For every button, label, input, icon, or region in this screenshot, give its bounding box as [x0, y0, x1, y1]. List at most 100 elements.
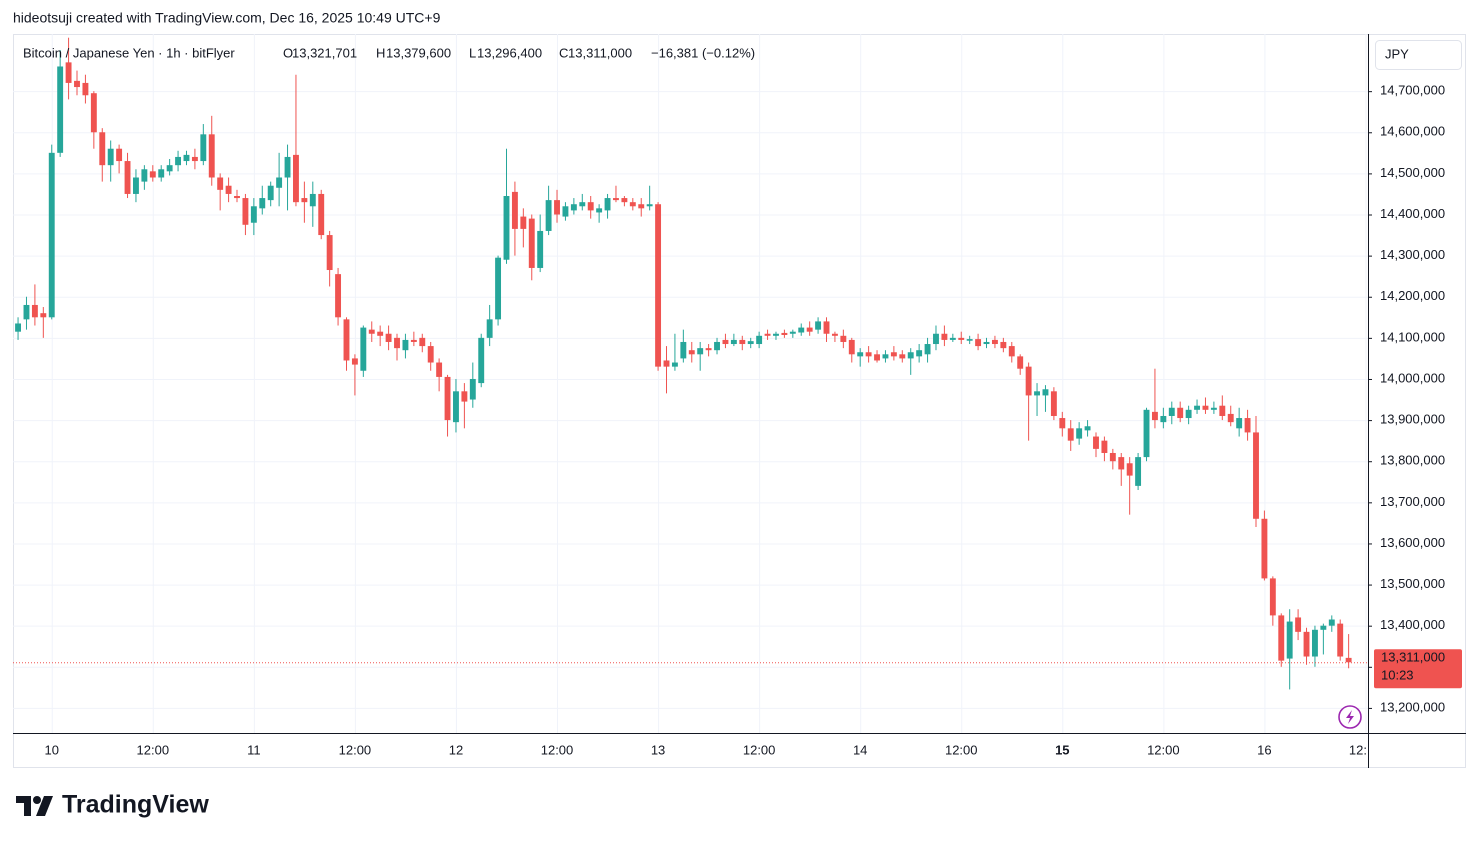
candle-body: [1328, 619, 1335, 626]
candle-body: [1261, 518, 1268, 579]
x-tick-label: 12:00: [339, 742, 372, 757]
candle-body: [646, 204, 653, 207]
y-tick-label: 14,100,000: [1380, 329, 1445, 344]
candle-body: [865, 352, 872, 357]
candle-body: [806, 327, 813, 332]
candle-body: [31, 304, 38, 318]
candle-body: [343, 319, 350, 361]
candle-body: [259, 198, 266, 209]
candle-body: [613, 198, 619, 201]
candle-body: [933, 333, 939, 345]
countdown-label: 10:23: [1381, 668, 1414, 683]
candle-body: [469, 378, 476, 400]
candle-body: [23, 304, 30, 320]
candle-body: [82, 82, 89, 96]
candle-body: [1084, 426, 1091, 431]
candle-body: [924, 344, 931, 355]
currency-label[interactable]: JPY: [1385, 46, 1409, 61]
candle-body: [419, 337, 426, 347]
candle-body: [453, 391, 459, 423]
candle-body: [697, 348, 704, 355]
candle-body: [890, 352, 897, 357]
y-tick-label: 14,000,000: [1380, 370, 1445, 385]
candle-body: [191, 156, 198, 162]
candle-body: [764, 333, 771, 336]
y-tick-label: 13,800,000: [1380, 453, 1445, 468]
candle-body: [739, 339, 746, 345]
candle-body: [99, 132, 106, 166]
y-tick-label: 14,400,000: [1380, 206, 1445, 221]
candle-body: [1177, 407, 1184, 419]
header: hideotsuji created with TradingView.com,…: [13, 10, 441, 26]
candle-body: [688, 350, 695, 355]
candle-body: [1118, 457, 1125, 470]
candle-body: [840, 335, 847, 342]
candle-body: [705, 348, 712, 351]
x-tick-label: 11: [247, 742, 261, 757]
candle-body: [141, 169, 148, 182]
candle-body: [478, 337, 485, 384]
candle-body: [116, 148, 123, 162]
candle-body: [756, 335, 763, 345]
x-tick-label: 12:00: [945, 742, 978, 757]
candle-body: [991, 339, 998, 345]
candle-body: [495, 257, 502, 320]
candle-body: [90, 93, 97, 133]
candle-body: [1034, 391, 1040, 396]
candle-body: [949, 337, 956, 340]
y-tick-label: 13,400,000: [1380, 617, 1445, 632]
candle-body: [1253, 432, 1259, 519]
candle-body: [1126, 463, 1133, 476]
candle-body: [882, 354, 889, 359]
legend-value: 13,321,701: [292, 45, 357, 60]
candle-body: [1227, 413, 1234, 423]
candle-body: [1135, 457, 1142, 486]
x-tick-label: 12: [449, 742, 463, 757]
candle-body: [1017, 356, 1024, 369]
candle-body: [377, 331, 384, 336]
y-tick-label: 14,300,000: [1380, 247, 1445, 262]
candle-body: [1093, 436, 1099, 449]
legend-value: 13,379,600: [386, 45, 451, 60]
candle-body: [335, 274, 342, 318]
candle-body: [1160, 415, 1167, 423]
candle-body: [1244, 418, 1251, 433]
currency-button[interactable]: [1375, 40, 1462, 70]
candle-body: [309, 193, 316, 207]
candle-body: [638, 204, 645, 209]
brand-name: TradingView: [62, 791, 209, 819]
candle-body: [427, 346, 434, 363]
candle-body: [326, 235, 333, 271]
candle-body: [242, 198, 249, 225]
candle-body: [74, 80, 80, 88]
candle-body: [520, 216, 527, 229]
candle-body: [1059, 418, 1066, 429]
candle-body: [789, 331, 796, 334]
alert-icon[interactable]: [1338, 705, 1362, 729]
candle-body: [1202, 405, 1209, 410]
candle-body: [368, 329, 375, 334]
legend-letter: O: [283, 45, 293, 60]
candle-body: [1008, 346, 1015, 357]
candle-body: [503, 196, 510, 260]
candle-body: [511, 191, 518, 229]
candle-body: [621, 198, 628, 203]
candle-body: [133, 177, 139, 194]
candle-body: [436, 362, 443, 377]
candle-body: [301, 198, 308, 203]
candle-body: [966, 339, 973, 341]
y-tick-label: 14,200,000: [1380, 288, 1445, 303]
candle-body: [773, 333, 779, 336]
brand-logo: [16, 796, 53, 816]
candle-body: [48, 152, 55, 318]
candle-body: [983, 341, 990, 345]
candle-body: [941, 333, 948, 340]
candle-body: [124, 161, 131, 194]
candle-body: [570, 204, 577, 211]
candle-body: [267, 185, 274, 201]
candle-body: [1286, 621, 1293, 659]
candle-body: [410, 339, 417, 342]
